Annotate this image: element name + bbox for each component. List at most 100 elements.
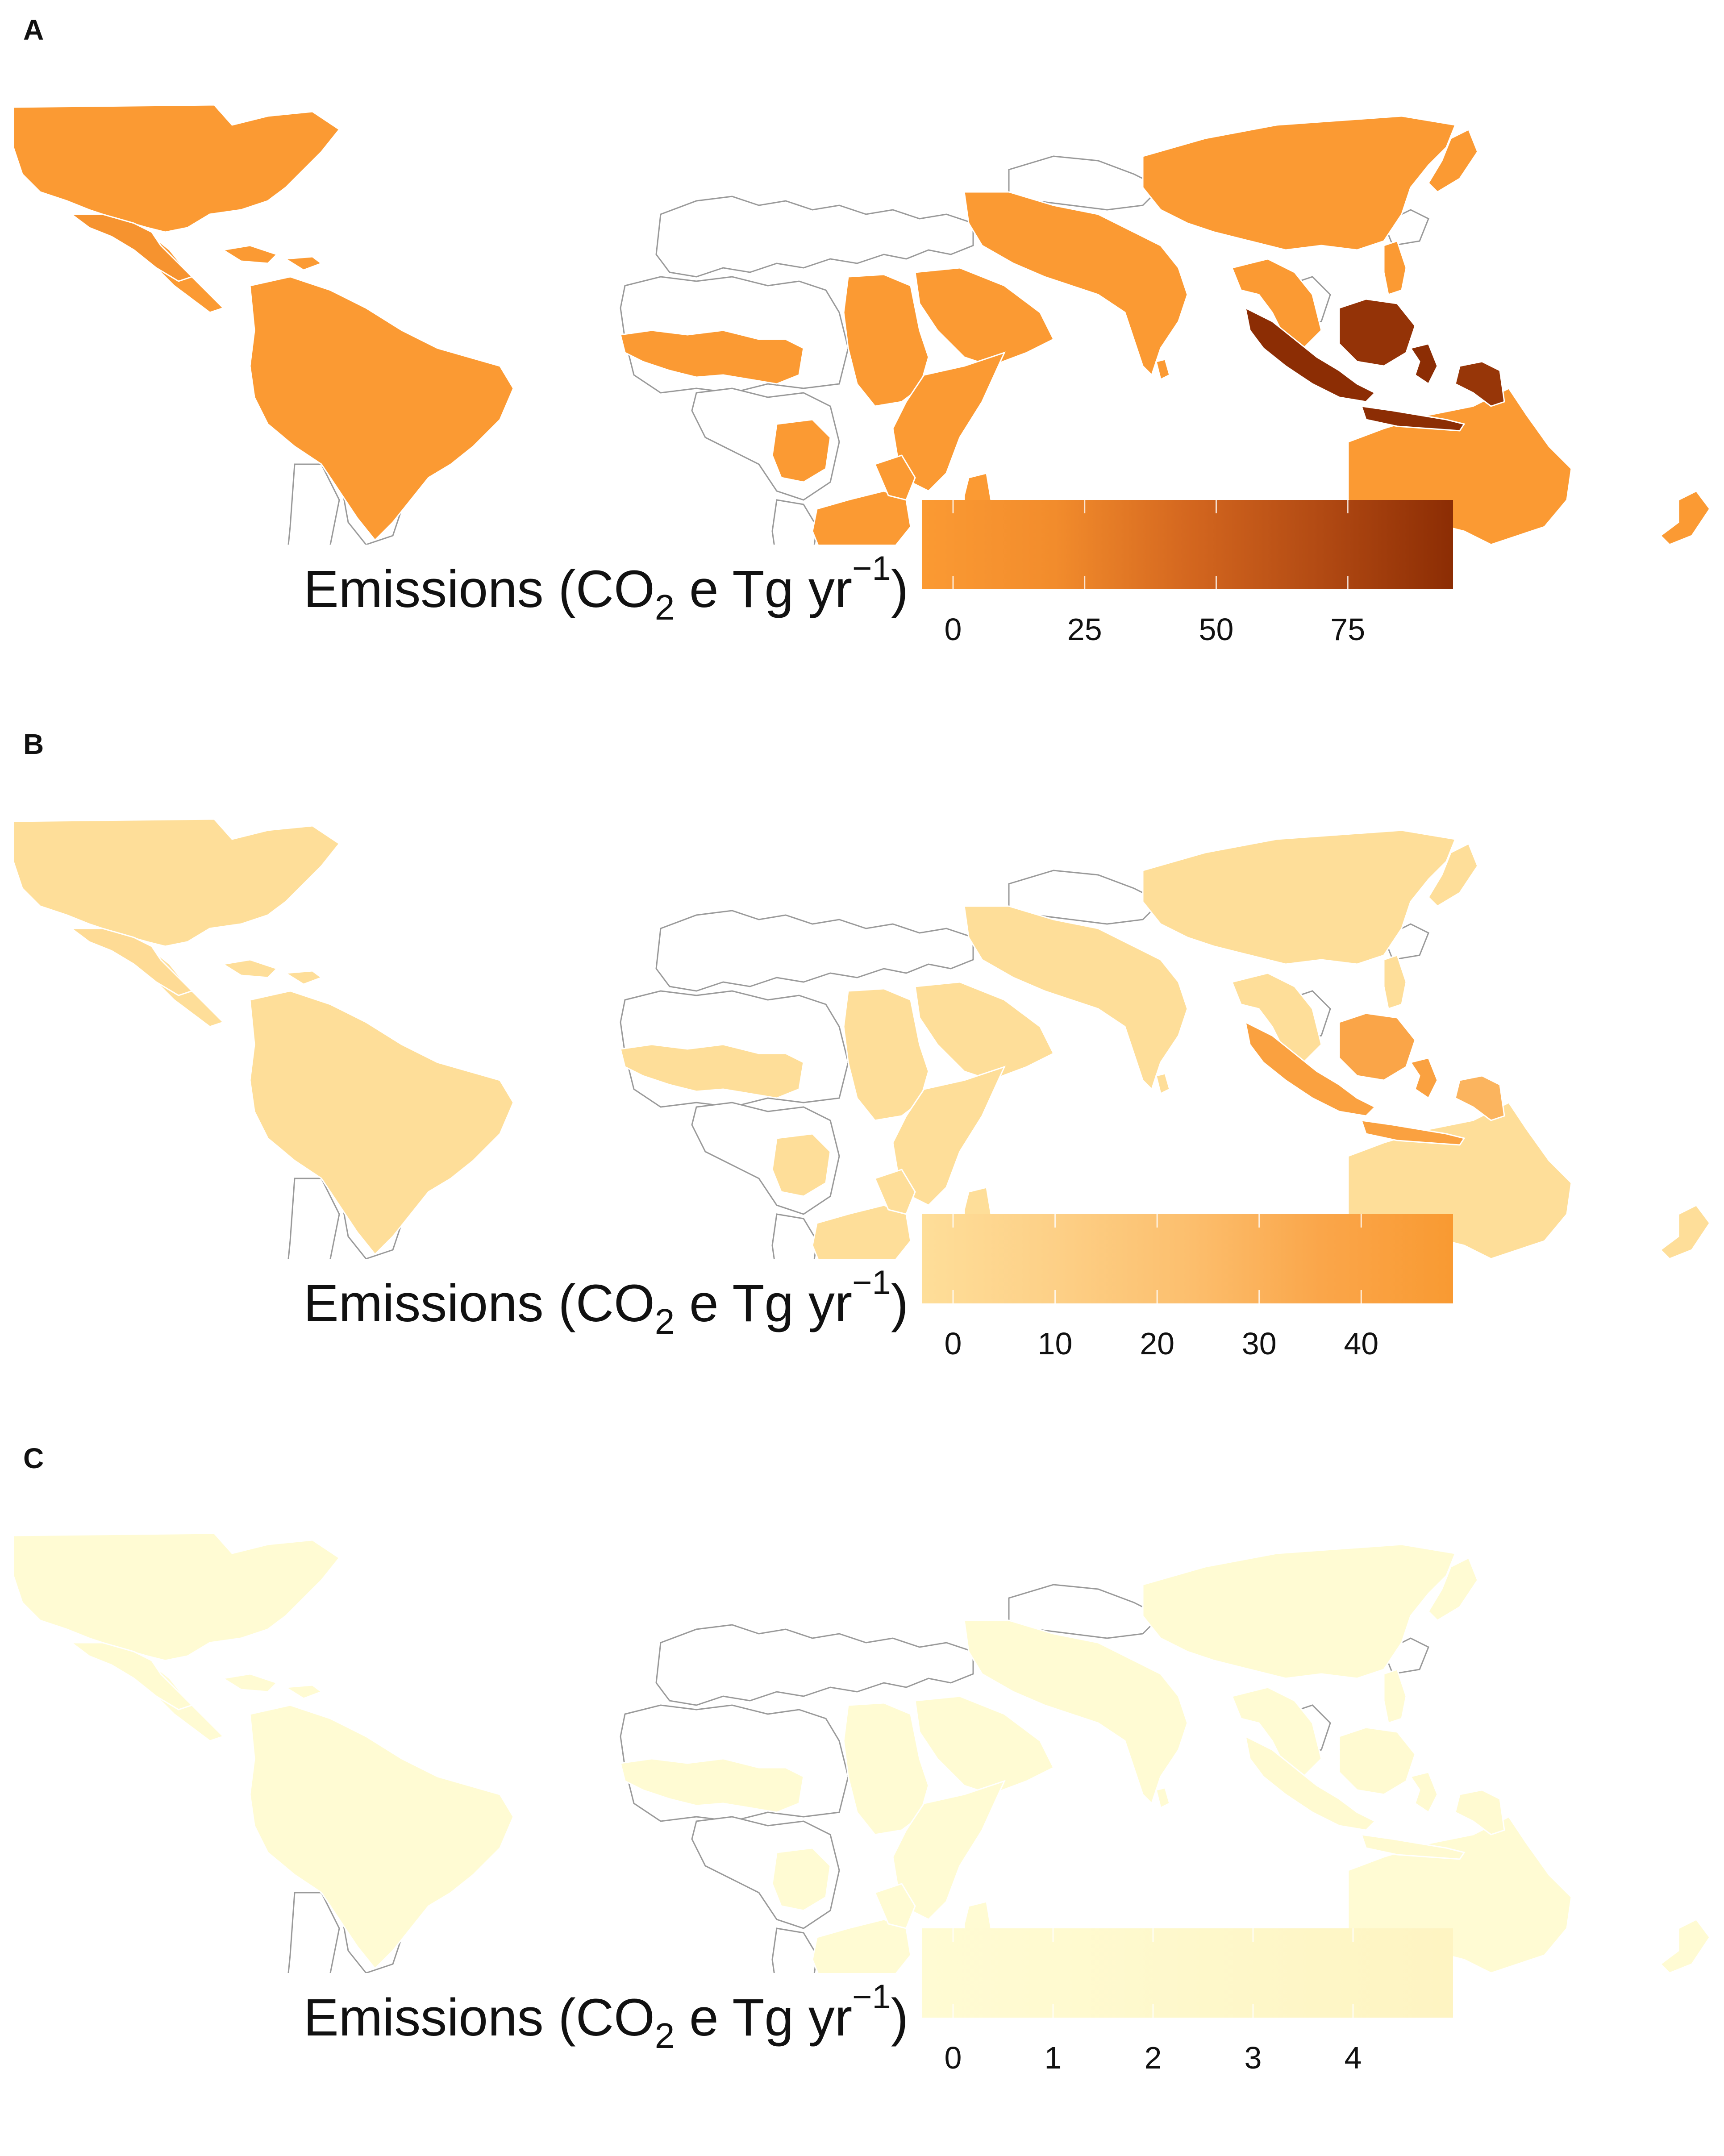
country-outline xyxy=(655,196,974,278)
panel-label: C xyxy=(23,1442,44,1474)
country-indonesia xyxy=(1244,1021,1376,1117)
country-low xyxy=(1383,1669,1407,1724)
legend-tick-label: 0 xyxy=(944,612,962,647)
country-mexico xyxy=(69,928,193,996)
country-low xyxy=(249,276,514,541)
map-panel-a: A Emissions (CO2 e Tg yr−1) 0 25 50 75 xyxy=(0,13,1724,728)
country-low xyxy=(1142,829,1457,965)
legend-tick-label: 40 xyxy=(1344,1326,1379,1361)
country-low xyxy=(963,1619,1188,1805)
country-low xyxy=(620,329,804,385)
country-low xyxy=(1383,240,1407,296)
country-low xyxy=(812,1204,912,1259)
country-low xyxy=(12,104,341,233)
country-outline xyxy=(287,463,340,545)
country-low xyxy=(283,1684,323,1699)
country-low xyxy=(771,419,831,483)
country-borneo xyxy=(1338,298,1416,367)
legend-colorbar xyxy=(922,1214,1453,1303)
country-indonesia xyxy=(1409,1771,1438,1814)
country-png xyxy=(1454,361,1505,407)
legend-title: Emissions (CO2 e Tg yr−1) xyxy=(304,1264,909,1341)
legend-tick-labels: 0 1 2 3 4 xyxy=(922,2040,1453,2080)
country-indonesia xyxy=(1360,405,1466,432)
legend-tick-label: 1 xyxy=(1044,2040,1062,2075)
country-low xyxy=(221,959,278,978)
legend-title: Emissions (CO2 e Tg yr−1) xyxy=(304,1978,909,2056)
country-indonesia xyxy=(1360,1834,1466,1860)
country-low xyxy=(874,454,916,501)
legend-tick-label: 4 xyxy=(1344,2040,1362,2075)
country-low xyxy=(892,351,1006,492)
country-low xyxy=(812,490,912,545)
country-low xyxy=(1155,358,1170,381)
legend-colorbar xyxy=(922,500,1453,589)
country-indonesia xyxy=(1409,343,1438,385)
legend-tick-label: 30 xyxy=(1241,1326,1277,1361)
country-indonesia xyxy=(1360,1120,1466,1146)
country-low xyxy=(963,905,1188,1090)
country-low xyxy=(914,981,1055,1081)
legend-tick-label: 50 xyxy=(1199,612,1234,647)
country-low xyxy=(914,267,1055,367)
country-outline xyxy=(287,1178,340,1259)
country-low xyxy=(221,1673,278,1693)
map-panel-b: B Emissions (CO2 e Tg yr−1) 0 10 20 30 40 xyxy=(0,728,1724,1442)
country-low xyxy=(771,1847,831,1911)
country-low xyxy=(1155,1787,1170,1809)
map-panel-c: C Emissions (CO2 e Tg yr−1) 0 1 2 3 4 xyxy=(0,1442,1724,2156)
country-low xyxy=(1142,115,1457,251)
country-low xyxy=(771,1133,831,1197)
country-outline xyxy=(771,1927,818,1973)
country-low xyxy=(874,1883,916,1929)
country-indonesia xyxy=(1244,1735,1376,1831)
legend-tick-label: 2 xyxy=(1144,2040,1162,2075)
country-low xyxy=(874,1169,916,1215)
world-map xyxy=(12,104,1711,545)
legend-tick-label: 25 xyxy=(1067,612,1102,647)
country-low xyxy=(1142,1544,1457,1679)
country-low xyxy=(249,990,514,1256)
country-mexico xyxy=(69,1642,193,1711)
country-low xyxy=(620,1758,804,1813)
country-low xyxy=(812,1919,912,1973)
country-low xyxy=(1155,1073,1170,1095)
legend-tick-label: 20 xyxy=(1140,1326,1175,1361)
legend-title: Emissions (CO2 e Tg yr−1) xyxy=(304,549,909,627)
country-outline xyxy=(655,1624,974,1706)
country-low xyxy=(12,818,341,947)
country-borneo xyxy=(1338,1727,1416,1795)
country-low xyxy=(283,256,323,271)
panel-label: B xyxy=(23,728,44,760)
legend-tick-labels: 0 25 50 75 xyxy=(922,612,1453,652)
country-borneo xyxy=(1338,1012,1416,1081)
country-low xyxy=(892,1066,1006,1206)
country-low xyxy=(1428,1557,1478,1621)
country-outline xyxy=(287,1892,340,1973)
world-map xyxy=(12,1532,1711,1973)
country-low xyxy=(1659,1204,1711,1259)
legend-tick-label: 10 xyxy=(1037,1326,1073,1361)
country-outline xyxy=(771,1213,818,1259)
country-low xyxy=(249,1704,514,1970)
country-mexico xyxy=(69,213,193,282)
country-low xyxy=(1659,490,1711,545)
legend-colorbar xyxy=(922,1928,1453,2018)
country-low xyxy=(1428,128,1478,193)
legend-tick-label: 75 xyxy=(1330,612,1366,647)
country-indonesia xyxy=(1409,1057,1438,1099)
country-low xyxy=(914,1695,1055,1795)
country-low xyxy=(963,191,1188,376)
panel-label: A xyxy=(23,14,44,46)
country-low xyxy=(283,970,323,985)
country-low xyxy=(892,1780,1006,1920)
legend-tick-label: 0 xyxy=(944,2040,962,2075)
legend-tick-label: 0 xyxy=(944,1326,962,1361)
country-low xyxy=(1659,1919,1711,1973)
legend-tick-labels: 0 10 20 30 40 xyxy=(922,1326,1453,1366)
country-png xyxy=(1454,1789,1505,1836)
country-outline xyxy=(655,910,974,992)
legend-tick-label: 3 xyxy=(1244,2040,1262,2075)
country-indonesia xyxy=(1244,307,1376,403)
country-low xyxy=(12,1532,341,1661)
